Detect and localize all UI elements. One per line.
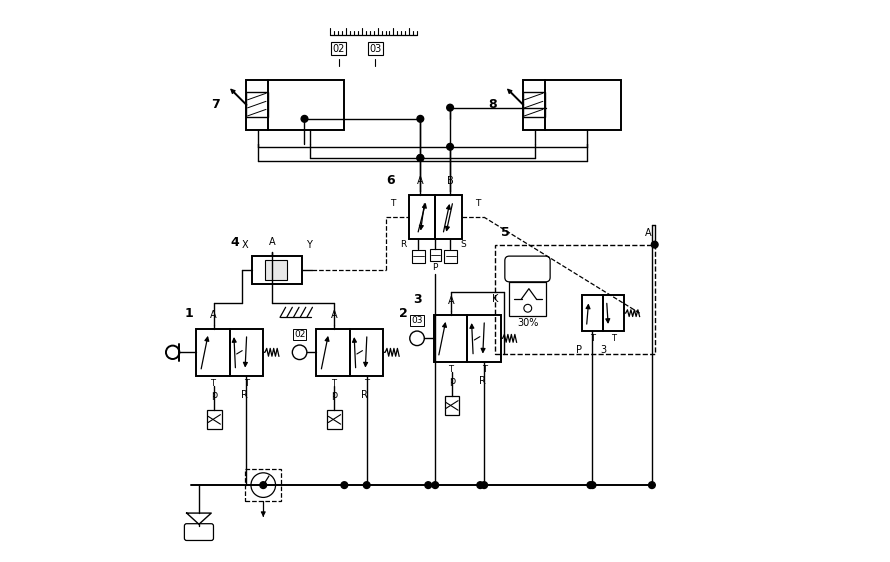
Bar <box>246 469 281 501</box>
Bar <box>316 329 350 376</box>
Bar <box>435 196 462 239</box>
Circle shape <box>477 482 483 488</box>
Circle shape <box>587 482 594 488</box>
Text: 7: 7 <box>211 98 220 111</box>
Text: K: K <box>492 294 498 303</box>
Text: 3: 3 <box>600 345 606 355</box>
FancyBboxPatch shape <box>184 524 214 541</box>
Bar <box>509 282 546 315</box>
Text: A: A <box>448 297 455 306</box>
Text: R: R <box>361 391 368 401</box>
Text: T: T <box>331 379 336 388</box>
Bar <box>445 396 459 415</box>
Bar <box>252 256 303 284</box>
Text: 8: 8 <box>489 98 497 111</box>
Circle shape <box>301 115 308 122</box>
Bar <box>496 244 655 353</box>
Text: A: A <box>269 237 276 247</box>
Bar <box>603 295 624 332</box>
Circle shape <box>417 115 424 122</box>
Bar <box>328 410 342 429</box>
Text: 6: 6 <box>386 174 395 187</box>
Bar <box>409 196 435 239</box>
Circle shape <box>425 482 432 488</box>
Text: 2: 2 <box>399 307 408 320</box>
Text: A: A <box>330 310 337 320</box>
Bar <box>196 329 230 376</box>
Text: A: A <box>417 176 424 186</box>
Circle shape <box>363 482 370 488</box>
Text: T: T <box>481 365 487 374</box>
Circle shape <box>417 155 424 161</box>
Bar <box>411 250 425 262</box>
Bar <box>247 92 268 117</box>
Bar <box>247 80 344 130</box>
Bar <box>582 295 603 332</box>
Text: T: T <box>474 200 480 209</box>
Text: 30%: 30% <box>517 318 538 328</box>
Bar <box>430 249 441 261</box>
Bar <box>523 92 545 117</box>
Text: 02: 02 <box>333 44 345 54</box>
Text: 03: 03 <box>411 316 423 325</box>
Circle shape <box>432 482 439 488</box>
Text: T: T <box>244 379 249 388</box>
Circle shape <box>417 155 424 161</box>
Circle shape <box>589 482 595 488</box>
Circle shape <box>481 482 488 488</box>
Bar <box>467 315 501 362</box>
Text: 03: 03 <box>369 44 381 54</box>
Text: P: P <box>433 263 438 272</box>
Text: R: R <box>241 391 248 401</box>
Text: S: S <box>460 240 465 249</box>
Text: B: B <box>447 176 454 186</box>
Text: P: P <box>576 345 582 355</box>
Text: 3: 3 <box>413 293 421 306</box>
Bar <box>523 80 621 130</box>
Text: T: T <box>611 334 616 343</box>
Circle shape <box>447 105 453 111</box>
Text: p: p <box>449 377 455 387</box>
Circle shape <box>447 143 453 150</box>
Text: T: T <box>391 200 396 209</box>
Text: X: X <box>242 240 248 250</box>
Circle shape <box>341 482 348 488</box>
Text: R: R <box>479 377 486 387</box>
Text: 02: 02 <box>294 330 305 339</box>
Text: A: A <box>210 310 217 320</box>
Bar <box>230 329 263 376</box>
Text: T: T <box>448 365 453 374</box>
Bar <box>350 329 384 376</box>
Text: T: T <box>210 379 215 388</box>
Circle shape <box>651 241 658 248</box>
Circle shape <box>260 482 267 488</box>
Text: Y: Y <box>306 240 312 250</box>
Text: 1: 1 <box>185 307 194 320</box>
Text: T: T <box>590 334 595 343</box>
Bar <box>264 260 287 280</box>
Text: A: A <box>645 228 651 238</box>
Text: R: R <box>400 240 406 249</box>
Text: 4: 4 <box>231 236 239 249</box>
FancyBboxPatch shape <box>505 256 550 282</box>
Circle shape <box>649 482 655 488</box>
Text: 5: 5 <box>501 226 510 239</box>
Bar <box>444 250 457 262</box>
Bar <box>433 315 467 362</box>
Bar <box>207 410 222 429</box>
Text: T: T <box>364 379 369 388</box>
Text: p: p <box>331 391 337 401</box>
Text: p: p <box>211 391 217 401</box>
